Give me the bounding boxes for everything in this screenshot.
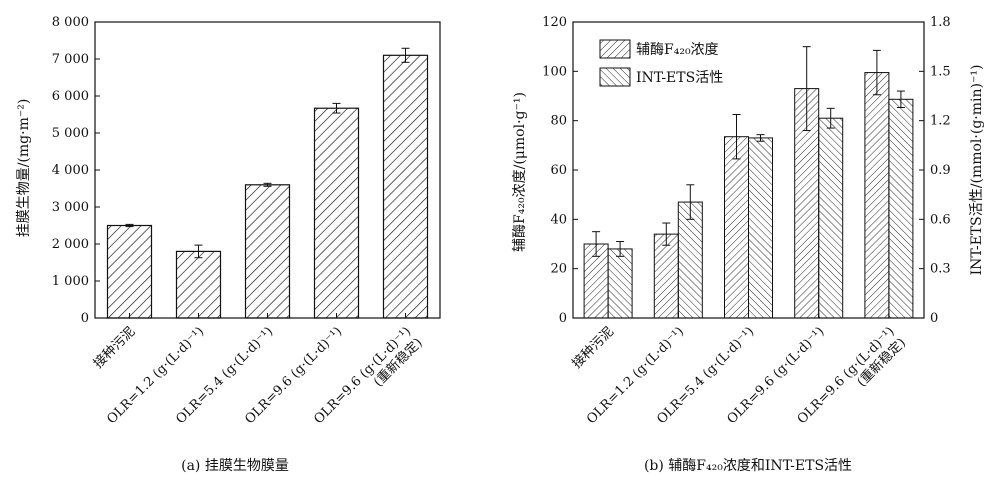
chart-a-bars	[106, 47, 429, 319]
chart-b-error-bar-f420	[662, 222, 671, 246]
chart-b-error-bar-f420	[802, 46, 811, 132]
chart-b-y-axis-right: 0 0.3 0.6 0.9 1.2 1.5 1.8	[919, 15, 951, 326]
chart-b-error-bar-int-ets	[896, 90, 905, 109]
chart-b-ytick-label-right: 0.3	[930, 262, 951, 277]
chart-a-ytick-label: 0	[81, 311, 89, 326]
legend-label-f420: 辅酶F₄₂₀浓度	[636, 42, 719, 58]
chart-a-y-axis: 0 1 000 2 000 3 000 4 000 5 000 6 000 7 000 8 00…	[52, 15, 100, 326]
chart-b-ytick-label-right: 0.6	[930, 212, 951, 227]
chart-a-error-bar	[401, 47, 410, 63]
chart-b-ytick-label-right: 1.2	[930, 114, 951, 129]
chart-a-ytick-label: 3 000	[52, 200, 89, 215]
chart-a: 挂膜生物量/(mg·m⁻²) 0 1 000 2 000 3 000 4 000 5 00…	[16, 15, 441, 474]
chart-b-ylabel-right: INT-ETS活性/(mmol·(g·min)⁻¹)	[969, 65, 985, 276]
chart-b-error-bar-int-ets	[616, 241, 625, 257]
chart-a-bar	[313, 107, 360, 319]
chart-b-ylabel-left: 辅酶F₄₂₀浓度/(μmol·g⁻¹)	[512, 92, 528, 252]
chart-b-ytick-label-left: 0	[559, 311, 567, 326]
chart-b-error-bar-f420	[732, 114, 741, 160]
chart-a-ytick-label: 7 000	[52, 52, 89, 67]
chart-a-ytick-label: 8 000	[52, 15, 89, 30]
chart-a-bar	[175, 250, 222, 319]
chart-a-bar	[382, 54, 429, 319]
chart-b-bars	[583, 46, 914, 319]
chart-b-bar-int-ets	[888, 98, 914, 319]
chart-a-ytick-label: 5 000	[52, 126, 89, 141]
chart-b-error-bar-f420	[592, 231, 601, 257]
chart-b-error-bar-int-ets	[686, 184, 695, 220]
chart-b-bar-int-ets	[607, 248, 633, 319]
legend-label-int-ets: INT-ETS活性	[636, 70, 723, 86]
chart-b-error-bar-int-ets	[826, 107, 835, 129]
chart-a-error-bar	[194, 244, 203, 259]
chart-b-ytick-label-right: 0	[930, 311, 938, 326]
chart-b-ytick-label-left: 60	[550, 163, 567, 178]
chart-b-ytick-label-left: 100	[542, 64, 567, 79]
chart-a-ytick-label: 1 000	[52, 274, 89, 289]
chart-a-error-bar	[263, 182, 272, 187]
chart-b-ytick-label-left: 80	[550, 114, 567, 129]
chart-a-bar	[106, 224, 153, 319]
chart-a-ylabel: 挂膜生物量/(mg·m⁻²)	[16, 99, 32, 238]
chart-b-ytick-label-right: 1.5	[930, 64, 951, 79]
chart-a-ytick-label: 2 000	[52, 237, 89, 252]
chart-a-bar	[244, 184, 291, 319]
chart-b-error-bar-f420	[872, 49, 881, 96]
chart-b-ytick-label-right: 0.9	[930, 163, 951, 178]
chart-a-error-bar	[125, 223, 134, 228]
legend-swatch-int-ets	[599, 67, 631, 87]
chart-b-legend: 辅酶F₄₂₀浓度 INT-ETS活性	[599, 39, 723, 87]
chart-b-bar-int-ets	[818, 117, 844, 319]
chart-b-category-label: 接种污泥	[569, 324, 617, 372]
chart-b-ytick-label-right: 1.8	[930, 15, 951, 30]
chart-b-bar-f420	[724, 136, 749, 319]
chart-b: 辅酶F₄₂₀浓度/(μmol·g⁻¹) INT-ETS活性/(mmol·(g·m…	[512, 15, 985, 474]
chart-a-ytick-label: 6 000	[52, 89, 89, 104]
chart-a-error-bar	[332, 102, 341, 114]
chart-a-caption: (a) 挂膜生物膜量	[181, 458, 289, 474]
chart-b-caption: (b) 辅酶F₄₂₀浓度和INT-ETS活性	[644, 458, 852, 474]
chart-b-bar-int-ets	[748, 137, 773, 319]
chart-a-category-label: 接种污泥	[90, 324, 138, 372]
chart-b-error-bar-int-ets	[756, 134, 765, 142]
chart-b-bar-f420	[864, 72, 890, 319]
chart-b-bar-f420	[653, 233, 679, 319]
legend-swatch-f420	[599, 39, 631, 59]
chart-b-y-axis-left: 0 20 40 60 80 100 120	[542, 15, 578, 326]
chart-b-ytick-label-left: 40	[550, 212, 567, 227]
chart-a-ytick-label: 4 000	[52, 163, 89, 178]
chart-b-ytick-label-left: 120	[542, 15, 567, 30]
chart-b-ytick-label-left: 20	[550, 262, 567, 277]
chart-b-bar-int-ets	[677, 201, 703, 319]
